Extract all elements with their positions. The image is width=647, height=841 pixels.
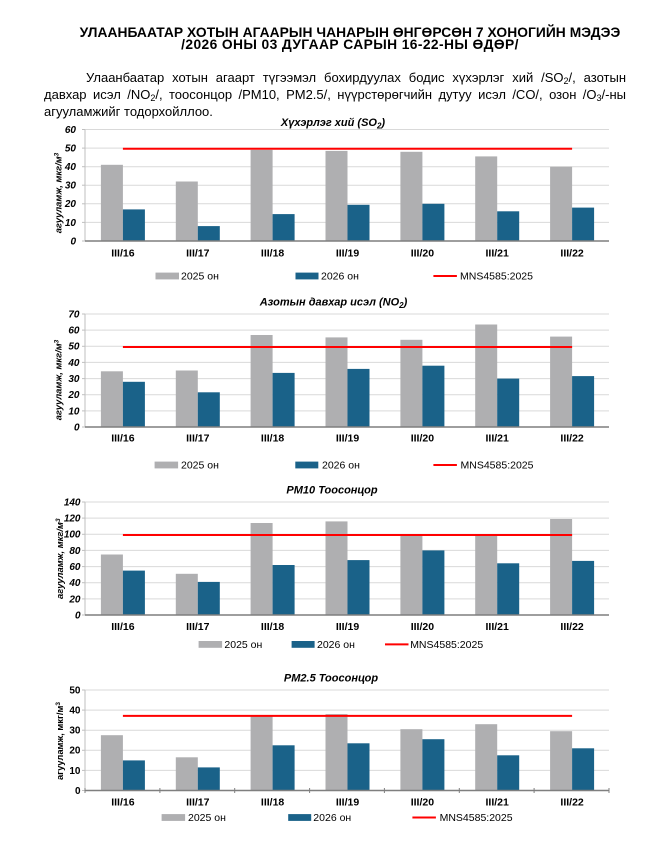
svg-text:III/20: III/20 <box>411 621 435 633</box>
svg-text:III/20: III/20 <box>411 797 435 809</box>
svg-text:III/17: III/17 <box>186 433 210 445</box>
svg-text:60: 60 <box>68 326 80 337</box>
svg-text:III/22: III/22 <box>560 433 584 445</box>
svg-text:MNS4585:2025: MNS4585:2025 <box>460 271 533 283</box>
svg-text:2026 он: 2026 он <box>317 639 355 651</box>
svg-text:40: 40 <box>67 358 80 369</box>
svg-text:Азотын давхар исэл (NO2): Азотын давхар исэл (NO2) <box>259 297 408 311</box>
svg-text:20: 20 <box>69 746 81 757</box>
svg-text:III/17: III/17 <box>186 797 210 809</box>
svg-text:30: 30 <box>65 181 77 192</box>
svg-text:III/18: III/18 <box>261 433 285 445</box>
svg-text:120: 120 <box>64 514 81 525</box>
svg-text:MNS4585:2025: MNS4585:2025 <box>410 639 483 651</box>
svg-text:PM2.5 Тоосонцор: PM2.5 Тоосонцор <box>284 673 378 685</box>
svg-text:10: 10 <box>65 218 77 229</box>
svg-text:MNS4585:2025: MNS4585:2025 <box>461 460 534 472</box>
svg-text:агууламж, мкг/м3: агууламж, мкг/м3 <box>53 152 64 233</box>
svg-text:140: 140 <box>64 497 81 508</box>
svg-text:III/17: III/17 <box>186 248 210 260</box>
svg-text:50: 50 <box>68 342 80 353</box>
svg-text:30: 30 <box>69 726 81 737</box>
svg-text:50: 50 <box>69 685 81 696</box>
svg-text:III/18: III/18 <box>261 621 285 633</box>
svg-text:III/19: III/19 <box>336 797 360 809</box>
svg-text:2026 он: 2026 он <box>322 460 360 472</box>
svg-text:20: 20 <box>68 594 81 605</box>
svg-text:III/16: III/16 <box>111 621 135 633</box>
svg-text:III/21: III/21 <box>486 621 510 633</box>
svg-text:60: 60 <box>65 125 77 136</box>
svg-text:10: 10 <box>69 766 81 777</box>
svg-text:PM10 Тоосонцор: PM10 Тоосонцор <box>286 485 377 497</box>
svg-text:2025 он: 2025 он <box>224 639 262 651</box>
svg-text:2025 он: 2025 он <box>181 271 219 283</box>
svg-text:агууламж, мкг/м3: агууламж, мкг/м3 <box>53 339 64 420</box>
svg-text:40: 40 <box>69 706 81 717</box>
svg-text:0: 0 <box>75 610 81 621</box>
svg-text:2025 он: 2025 он <box>181 460 219 472</box>
svg-text:0: 0 <box>75 786 81 797</box>
svg-text:III/21: III/21 <box>486 797 510 809</box>
svg-text:10: 10 <box>68 406 80 417</box>
svg-text:III/21: III/21 <box>486 433 510 445</box>
svg-text:III/18: III/18 <box>261 248 285 260</box>
svg-text:III/20: III/20 <box>411 248 435 260</box>
svg-text:40: 40 <box>68 578 81 589</box>
svg-text:100: 100 <box>64 530 81 541</box>
svg-text:2026 он: 2026 он <box>321 271 359 283</box>
svg-text:60: 60 <box>69 562 81 573</box>
svg-text:агууламж, мкг/м3: агууламж, мкг/м3 <box>54 518 65 599</box>
svg-text:III/16: III/16 <box>111 797 135 809</box>
svg-text:III/16: III/16 <box>111 433 135 445</box>
svg-text:III/18: III/18 <box>261 797 285 809</box>
svg-text:III/21: III/21 <box>486 248 510 260</box>
svg-text:40: 40 <box>64 162 77 173</box>
svg-text:III/19: III/19 <box>336 433 360 445</box>
svg-text:III/16: III/16 <box>111 248 135 260</box>
svg-text:III/22: III/22 <box>560 621 584 633</box>
svg-text:50: 50 <box>65 144 77 155</box>
svg-text:70: 70 <box>68 309 80 320</box>
svg-text:MNS4585:2025: MNS4585:2025 <box>440 812 513 824</box>
svg-text:2025 он: 2025 он <box>188 812 226 824</box>
svg-text:30: 30 <box>68 374 80 385</box>
svg-text:80: 80 <box>69 546 81 557</box>
svg-text:III/22: III/22 <box>560 797 584 809</box>
svg-text:III/22: III/22 <box>560 248 584 260</box>
svg-text:20: 20 <box>67 390 80 401</box>
svg-text:0: 0 <box>74 422 80 433</box>
svg-text:III/19: III/19 <box>336 248 360 260</box>
svg-text:III/19: III/19 <box>336 621 360 633</box>
svg-text:2026 он: 2026 он <box>313 812 351 824</box>
svg-text:агууламж, мкг/м3: агууламж, мкг/м3 <box>54 702 65 780</box>
svg-text:III/20: III/20 <box>411 433 435 445</box>
svg-text:0: 0 <box>70 236 76 247</box>
svg-text:20: 20 <box>64 199 77 210</box>
svg-text:Хүхэрлэг хий (SO2): Хүхэрлэг хий (SO2) <box>280 117 386 131</box>
svg-text:III/17: III/17 <box>186 621 210 633</box>
